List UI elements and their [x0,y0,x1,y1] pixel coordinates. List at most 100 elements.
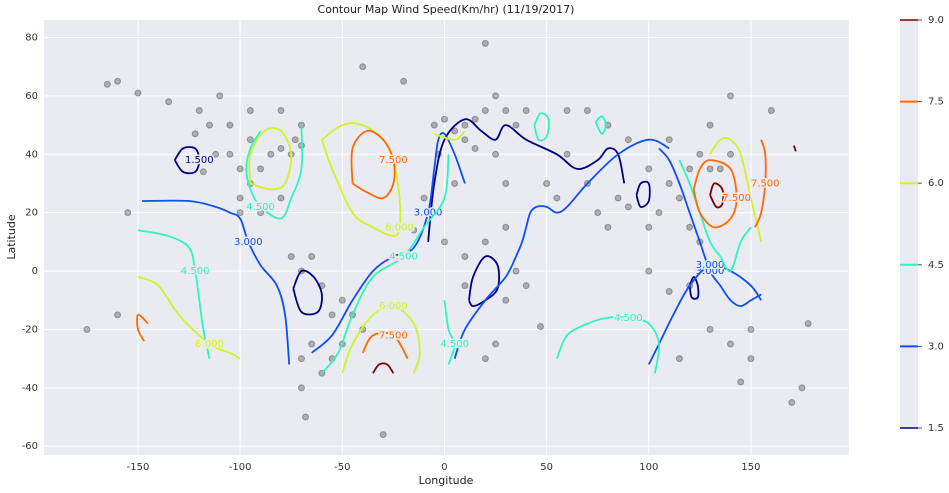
station-point [277,144,285,152]
station-point [583,107,591,115]
station-point [195,107,203,115]
contour-label: 6.000 [195,339,224,350]
station-point [461,136,469,144]
station-point [308,252,316,260]
x-tick-label: 150 [741,462,760,473]
contour-label: 4.500 [181,266,210,277]
station-point [788,398,796,406]
station-point [461,282,469,290]
station-point [226,121,234,129]
station-point [767,107,775,115]
station-point [277,194,285,202]
station-point [553,194,561,202]
station-point [645,165,653,173]
station-point [440,238,448,246]
station-point [440,115,448,123]
station-point [103,80,111,88]
station-point [481,238,489,246]
station-point [481,355,489,363]
station-point [400,77,408,85]
station-point [665,179,673,187]
contour-line [647,263,762,365]
station-point [512,121,520,129]
station-point [706,121,714,129]
station-point [379,431,387,439]
station-point [665,136,673,144]
x-tick-label: -150 [127,462,150,473]
station-point [747,325,755,333]
contour-line [361,331,409,360]
station-point [328,311,336,319]
contour-line [754,139,767,228]
colorbar-tick-label: 7.5 [928,97,944,108]
contour-line [341,304,421,374]
station-point [308,340,316,348]
contour-label: 3.000 [696,260,725,271]
station-point [291,136,299,144]
station-point [492,92,500,100]
contour-line [709,136,763,243]
station-point [645,223,653,231]
station-point [338,296,346,304]
contour-label: 7.500 [722,193,751,204]
station-point [451,179,459,187]
station-point [675,355,683,363]
station-point [191,130,199,138]
station-point [614,194,622,202]
station-point [726,92,734,100]
contour-line [321,154,450,374]
station-point [563,107,571,115]
contour-line [453,138,670,359]
station-point [226,150,234,158]
station-point [205,121,213,129]
plot-area [44,20,849,455]
station-point [502,223,510,231]
station-point [83,325,91,333]
y-tick-label: -60 [22,441,38,452]
station-point [461,121,469,129]
y-tick-label: 60 [25,91,38,102]
station-point [726,150,734,158]
y-tick-label: -40 [22,383,38,394]
y-tick-label: -20 [22,324,38,335]
station-point [502,296,510,304]
contour-label: 3.000 [234,237,263,248]
station-point [114,311,122,319]
contour-line [248,127,293,191]
station-point [212,150,220,158]
x-tick-label: -100 [229,462,252,473]
y-tick-label: 20 [25,208,38,219]
station-point [686,165,694,173]
contour-line [137,276,241,360]
station-point [359,63,367,71]
contour-line [311,132,466,354]
x-tick-label: 50 [540,462,553,473]
y-tick-label: 0 [32,266,38,277]
contour-label: 1.500 [185,155,214,166]
contour-line [443,300,456,365]
contour-line [142,199,291,365]
contour-line [350,129,396,200]
contour-label: 7.500 [379,330,408,341]
contour-label: 6.000 [379,301,408,312]
contour-label: 7.500 [751,178,780,189]
station-point [236,194,244,202]
station-point [543,179,551,187]
station-point [604,223,612,231]
station-point [512,267,520,275]
colorbar-tick-label: 1.5 [928,423,944,434]
station-point [297,355,305,363]
station-point [246,107,254,115]
station-point [563,150,571,158]
station-point [536,323,544,331]
station-point [522,107,530,115]
station-point [114,77,122,85]
y-axis-label: Latitude [5,214,18,260]
station-point [492,150,500,158]
contour-line [136,313,149,342]
station-point [430,121,438,129]
station-point [451,127,459,135]
x-tick-label: 0 [441,462,447,473]
